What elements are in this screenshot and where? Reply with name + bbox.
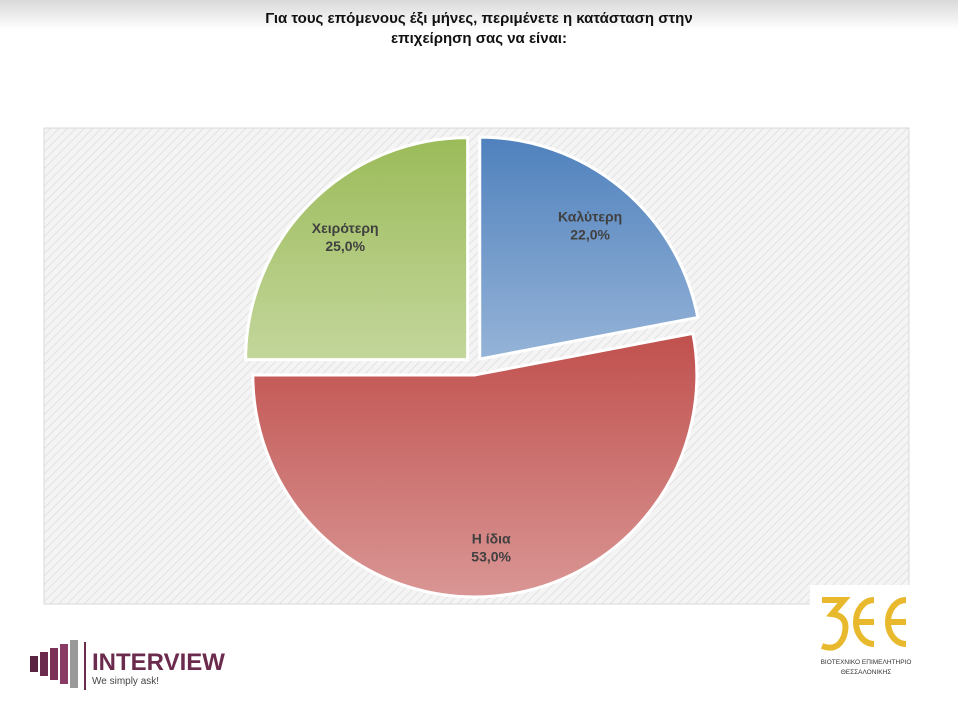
slice <box>478 135 700 361</box>
chart-title: Για τους επόμενους έξι μήνες, περιμένετε… <box>265 10 693 47</box>
logo-line: ΒΙΟΤΕΧΝΙΚΟ ΕΠΙΜΕΛΗΤΗΡΙΟ <box>821 659 912 666</box>
value-label: 25,0% <box>325 238 365 254</box>
header-band <box>0 0 958 30</box>
logo-line: ΘΕΣΣΑΛΟΝΙΚΗΣ <box>841 669 892 676</box>
slice-label: Η ίδια <box>472 530 511 546</box>
value-label: 22,0% <box>570 227 610 243</box>
bee-logo: ΒΙΟΤΕΧΝΙΚΟ ΕΠΙΜΕΛΗΤΗΡΙΟ ΘΕΣΣΑΛΟΝΙΚΗΣ <box>810 585 912 690</box>
value-label: 53,0% <box>471 548 511 564</box>
slice-label: Χειρότερη <box>312 220 379 236</box>
logo-tagline: We simply ask! <box>92 676 159 687</box>
slice <box>251 331 699 599</box>
slice <box>244 136 470 362</box>
interview-logo: INTERVIEW We simply ask! <box>30 640 225 690</box>
slice-label: Καλύτερη <box>558 209 622 225</box>
logo-name: INTERVIEW <box>92 649 225 676</box>
pie: Καλύτερη 22,0% Η ίδια 53,0% Χειρότερη 25,0% <box>244 135 700 599</box>
